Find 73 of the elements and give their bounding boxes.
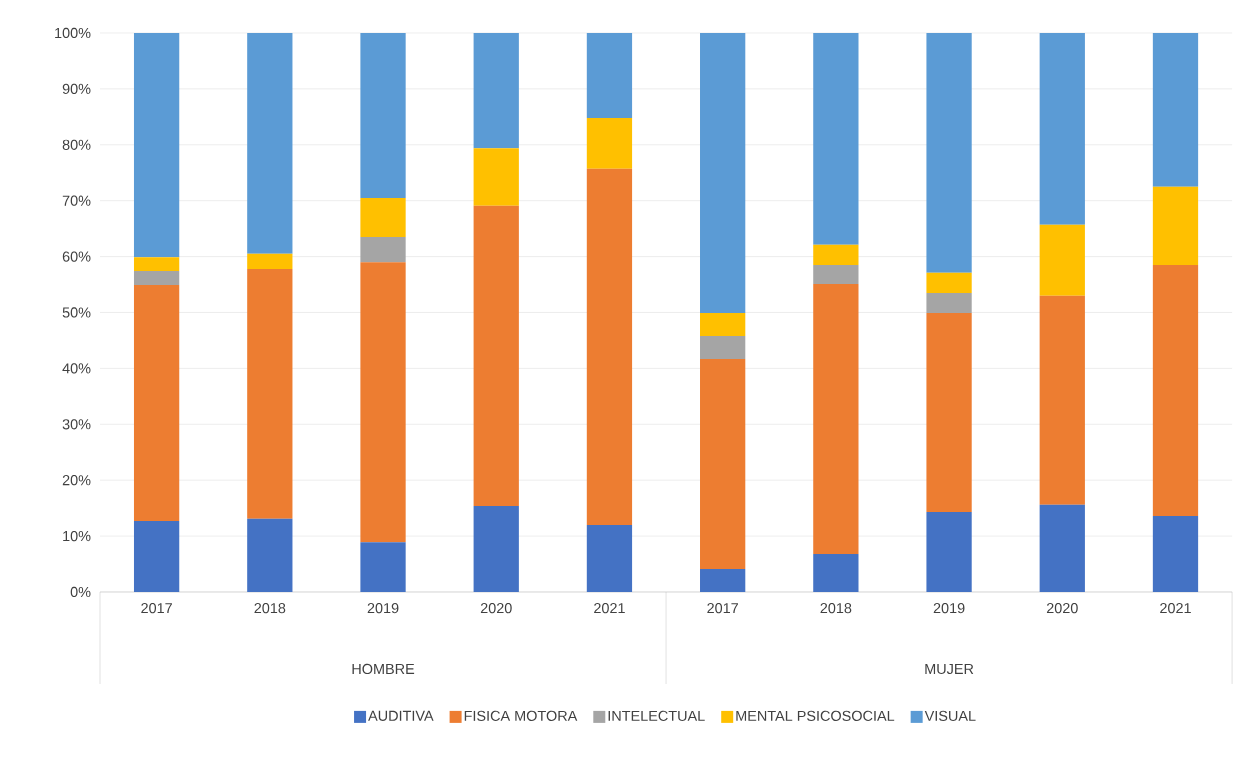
x-tick-label: 2018 — [820, 602, 852, 614]
bar — [247, 253, 293, 269]
y-tick-label: 40% — [62, 363, 91, 374]
bar — [700, 32, 746, 314]
bar — [1039, 295, 1085, 505]
bar — [813, 264, 859, 284]
y-tick-label: 50% — [62, 307, 91, 318]
y-tick-label: 30% — [62, 419, 91, 430]
y-tick-label: 100% — [55, 27, 91, 39]
bar — [813, 553, 859, 592]
bar — [813, 32, 859, 245]
bar — [586, 524, 633, 592]
bar — [926, 292, 972, 314]
x-tick-label: 2018 — [254, 602, 286, 614]
bar — [133, 32, 180, 258]
bar — [133, 520, 180, 592]
legend-label: VISUAL — [924, 710, 976, 721]
bar — [473, 205, 519, 506]
bar — [247, 32, 293, 254]
y-tick-label: 20% — [62, 475, 91, 486]
bar — [813, 244, 859, 265]
bar — [926, 272, 972, 293]
bar — [1039, 504, 1085, 592]
bar — [700, 569, 746, 592]
bar — [1039, 224, 1085, 296]
legend-label: FISICA MOTORA — [464, 710, 578, 721]
y-tick-label: 90% — [62, 83, 91, 94]
bar — [360, 262, 406, 543]
y-tick-label: 80% — [62, 139, 91, 150]
y-tick-label: 0% — [70, 586, 91, 598]
bar — [926, 32, 972, 273]
x-tick-label: 2017 — [141, 602, 172, 614]
x-tick-label: 2017 — [707, 602, 738, 614]
bar — [473, 505, 519, 592]
bar — [247, 518, 293, 592]
bar — [700, 313, 746, 336]
bar — [1152, 186, 1199, 265]
bar — [133, 271, 180, 286]
x-tick-label: 2019 — [367, 602, 399, 614]
bar — [586, 117, 633, 169]
legend-label: AUDITIVA — [368, 710, 434, 721]
bar — [700, 358, 746, 570]
bar — [247, 268, 293, 519]
x-tick-label: 2019 — [933, 602, 965, 614]
bar — [1152, 515, 1199, 592]
bar — [360, 542, 406, 592]
bar — [360, 237, 406, 263]
x-tick-label: 2021 — [594, 602, 625, 614]
bar — [700, 335, 746, 359]
text: HOMBRE — [352, 663, 415, 675]
bar — [133, 257, 180, 272]
bar — [586, 32, 633, 118]
bar — [473, 148, 519, 206]
y-tick-label: 60% — [62, 251, 91, 262]
y-tick-label: 70% — [62, 195, 91, 206]
bar — [1039, 32, 1085, 225]
bar — [813, 283, 859, 554]
bar — [586, 168, 633, 525]
bar — [1152, 264, 1199, 516]
bar — [926, 512, 972, 592]
bar — [360, 197, 406, 238]
bar — [360, 32, 406, 198]
text: MUJER — [925, 663, 974, 675]
legend-label: INTELECTUAL — [608, 710, 705, 721]
bar — [926, 313, 972, 513]
legend-label: MENTAL PSICOSOCIAL — [736, 710, 895, 721]
bar — [1152, 32, 1199, 187]
bar — [473, 32, 519, 149]
x-tick-label: 2020 — [480, 602, 512, 614]
y-tick-label: 10% — [63, 530, 91, 542]
x-tick-label: 2021 — [1160, 602, 1191, 614]
bar — [133, 285, 180, 521]
x-tick-label: 2020 — [1046, 602, 1078, 614]
